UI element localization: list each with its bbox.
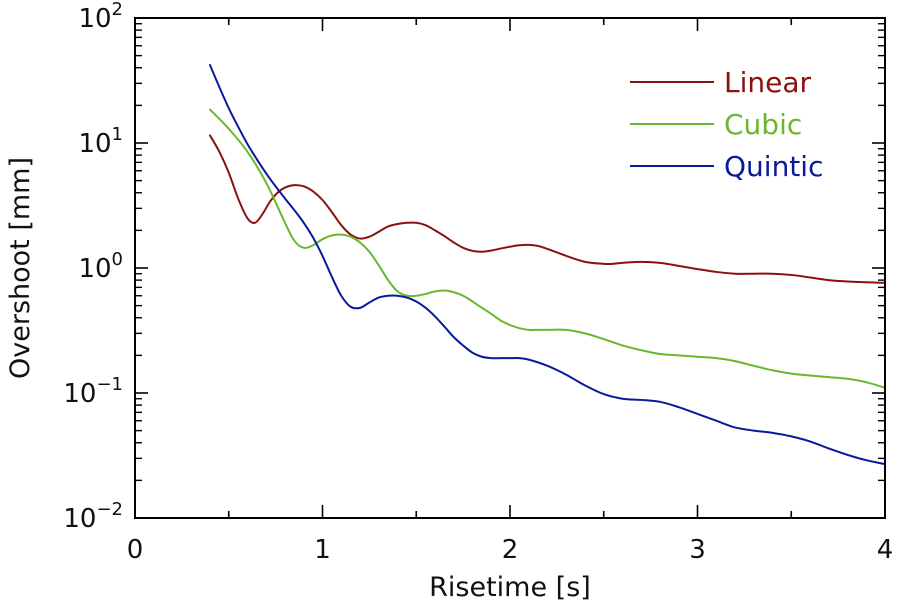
y-tick-label-text: 101	[78, 124, 123, 159]
y-tick-exponent: 0	[112, 249, 123, 270]
y-tick-label-text: 102	[78, 0, 123, 34]
x-tick-label: 1	[314, 535, 331, 565]
x-tick-label: 0	[127, 535, 144, 565]
y-tick-exponent: −2	[96, 499, 123, 520]
y-tick-label: 102	[78, 0, 123, 34]
legend-item-quintic: Quintic	[630, 150, 823, 183]
y-axis-label: Overshoot [mm]	[5, 157, 36, 379]
y-tick-exponent: 2	[112, 0, 123, 20]
x-tick-label: 2	[502, 535, 519, 565]
x-tick-labels: 0 1 2 3 4	[127, 535, 894, 565]
legend-label: Linear	[724, 66, 812, 99]
x-tick-label: 3	[689, 535, 706, 565]
y-tick-label-text: 10−2	[63, 499, 123, 534]
legend-item-cubic: Cubic	[630, 108, 802, 141]
y-tick-label: 100	[78, 249, 123, 284]
series-line-linear	[209, 134, 886, 284]
legend-item-linear: Linear	[630, 66, 812, 99]
x-tick-label: 4	[877, 535, 894, 565]
legend-label: Quintic	[724, 150, 823, 183]
tick-layer	[134, 17, 886, 519]
y-tick-base: 10	[78, 129, 111, 159]
legend: Linear Cubic Quintic	[630, 66, 823, 183]
x-axis-label: Risetime [s]	[429, 572, 591, 603]
y-tick-base: 10	[63, 379, 96, 409]
legend-label: Cubic	[724, 108, 802, 141]
y-tick-label: 10−1	[63, 374, 123, 409]
y-tick-label: 10−2	[63, 499, 123, 534]
y-tick-base: 10	[78, 254, 111, 284]
y-tick-label-text: 100	[78, 249, 123, 284]
series-layer	[209, 64, 886, 466]
y-tick-base: 10	[63, 504, 96, 534]
y-tick-base: 10	[78, 4, 111, 34]
plot-area	[134, 17, 886, 519]
y-tick-exponent: 1	[112, 124, 123, 145]
y-tick-label: 101	[78, 124, 123, 159]
series-line-quintic	[209, 64, 886, 466]
y-tick-exponent: −1	[96, 374, 123, 395]
series-line-cubic	[209, 108, 886, 389]
y-tick-label-text: 10−1	[63, 374, 123, 409]
